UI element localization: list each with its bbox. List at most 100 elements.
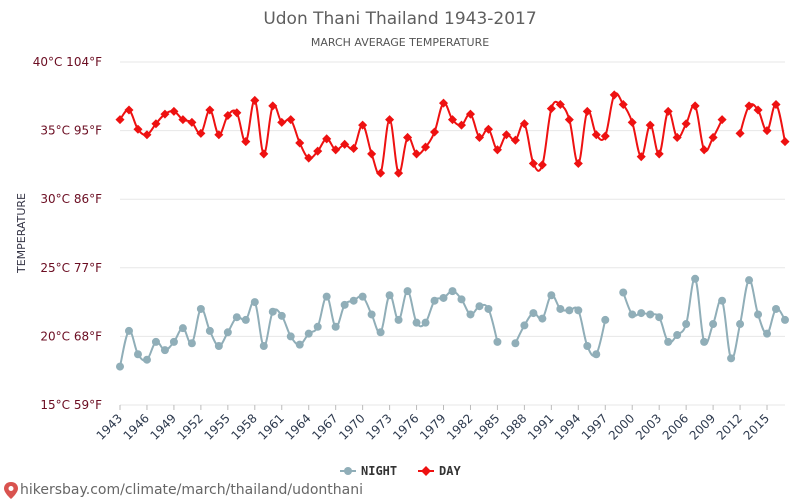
night-point[interactable] xyxy=(646,310,655,319)
day-point[interactable] xyxy=(456,120,467,130)
night-point[interactable] xyxy=(511,339,520,348)
night-point[interactable] xyxy=(268,307,277,316)
night-point[interactable] xyxy=(259,342,268,351)
day-point[interactable] xyxy=(313,146,323,156)
night-point[interactable] xyxy=(403,287,412,296)
day-point[interactable] xyxy=(699,145,709,155)
day-point[interactable] xyxy=(645,120,655,130)
night-point[interactable] xyxy=(682,320,691,329)
night-point[interactable] xyxy=(304,329,313,338)
night-point[interactable] xyxy=(169,337,178,346)
day-point[interactable] xyxy=(430,127,440,137)
night-point[interactable] xyxy=(142,355,151,364)
day-point[interactable] xyxy=(133,124,143,134)
day-point[interactable] xyxy=(537,160,547,170)
day-point[interactable] xyxy=(349,143,359,153)
night-point[interactable] xyxy=(691,274,700,283)
night-point[interactable] xyxy=(736,320,745,329)
night-point[interactable] xyxy=(340,300,349,309)
night-point[interactable] xyxy=(466,310,475,319)
day-point[interactable] xyxy=(412,149,422,159)
night-point[interactable] xyxy=(565,306,574,315)
night-point[interactable] xyxy=(529,309,538,318)
night-point[interactable] xyxy=(196,304,205,313)
night-point[interactable] xyxy=(116,362,124,371)
night-point[interactable] xyxy=(520,321,529,330)
footer[interactable]: hikersbay.com/climate/march/thailand/udo… xyxy=(4,482,363,499)
night-point[interactable] xyxy=(727,354,736,363)
night-point[interactable] xyxy=(754,310,763,319)
day-point[interactable] xyxy=(268,101,278,111)
day-point[interactable] xyxy=(376,168,386,178)
day-point[interactable] xyxy=(636,152,646,162)
night-point[interactable] xyxy=(250,298,259,307)
night-point[interactable] xyxy=(655,313,664,322)
day-point[interactable] xyxy=(277,117,287,127)
day-point[interactable] xyxy=(447,115,458,125)
night-point[interactable] xyxy=(313,322,322,331)
night-point[interactable] xyxy=(583,342,592,351)
day-point[interactable] xyxy=(358,120,368,130)
night-point[interactable] xyxy=(187,339,196,348)
day-point[interactable] xyxy=(681,119,691,129)
night-point[interactable] xyxy=(448,287,457,296)
night-point[interactable] xyxy=(124,326,133,335)
day-point[interactable] xyxy=(232,108,242,118)
night-point[interactable] xyxy=(439,293,448,302)
night-point[interactable] xyxy=(349,296,358,305)
night-point[interactable] xyxy=(781,315,789,324)
day-point[interactable] xyxy=(564,115,574,125)
day-point[interactable] xyxy=(546,104,556,114)
night-point[interactable] xyxy=(763,329,772,338)
night-point[interactable] xyxy=(376,328,385,337)
day-point[interactable] xyxy=(744,101,754,111)
day-point[interactable] xyxy=(385,115,395,125)
legend-item-day[interactable]: DAY xyxy=(418,464,461,478)
day-point[interactable] xyxy=(421,142,431,152)
day-point[interactable] xyxy=(501,130,511,140)
night-point[interactable] xyxy=(745,276,754,285)
night-point[interactable] xyxy=(673,331,682,340)
day-point[interactable] xyxy=(142,130,152,140)
night-point[interactable] xyxy=(592,350,601,359)
day-point[interactable] xyxy=(214,130,224,140)
night-point[interactable] xyxy=(277,311,286,320)
day-point[interactable] xyxy=(151,119,161,129)
day-point[interactable] xyxy=(124,105,134,115)
legend-item-night[interactable]: NIGHT xyxy=(340,464,397,478)
night-point[interactable] xyxy=(322,292,331,301)
day-point[interactable] xyxy=(250,95,260,105)
night-point[interactable] xyxy=(493,337,502,346)
night-point[interactable] xyxy=(475,302,484,311)
night-point[interactable] xyxy=(241,315,250,324)
night-point[interactable] xyxy=(700,337,709,346)
day-point[interactable] xyxy=(295,138,305,148)
night-point[interactable] xyxy=(178,324,187,333)
day-point[interactable] xyxy=(259,149,269,159)
day-point[interactable] xyxy=(780,137,790,147)
night-point[interactable] xyxy=(286,332,295,341)
day-point[interactable] xyxy=(717,115,727,125)
day-point[interactable] xyxy=(627,117,637,127)
day-point[interactable] xyxy=(196,128,206,138)
night-point[interactable] xyxy=(232,313,241,322)
day-point[interactable] xyxy=(510,135,520,145)
night-point[interactable] xyxy=(412,318,421,327)
day-point[interactable] xyxy=(115,115,125,125)
night-point[interactable] xyxy=(385,291,394,300)
night-point[interactable] xyxy=(538,314,547,323)
night-point[interactable] xyxy=(637,309,646,318)
night-point[interactable] xyxy=(601,315,610,324)
night-point[interactable] xyxy=(214,342,223,351)
night-point[interactable] xyxy=(205,326,214,335)
day-point[interactable] xyxy=(708,132,718,142)
day-point[interactable] xyxy=(241,137,251,147)
night-point[interactable] xyxy=(619,288,628,297)
night-point[interactable] xyxy=(547,291,556,300)
night-point[interactable] xyxy=(331,322,340,331)
day-point[interactable] xyxy=(609,90,619,100)
day-point[interactable] xyxy=(573,159,583,169)
footer-url[interactable]: hikersbay.com/climate/march/thailand/udo… xyxy=(20,482,363,498)
night-point[interactable] xyxy=(421,318,430,327)
night-point[interactable] xyxy=(457,295,466,304)
